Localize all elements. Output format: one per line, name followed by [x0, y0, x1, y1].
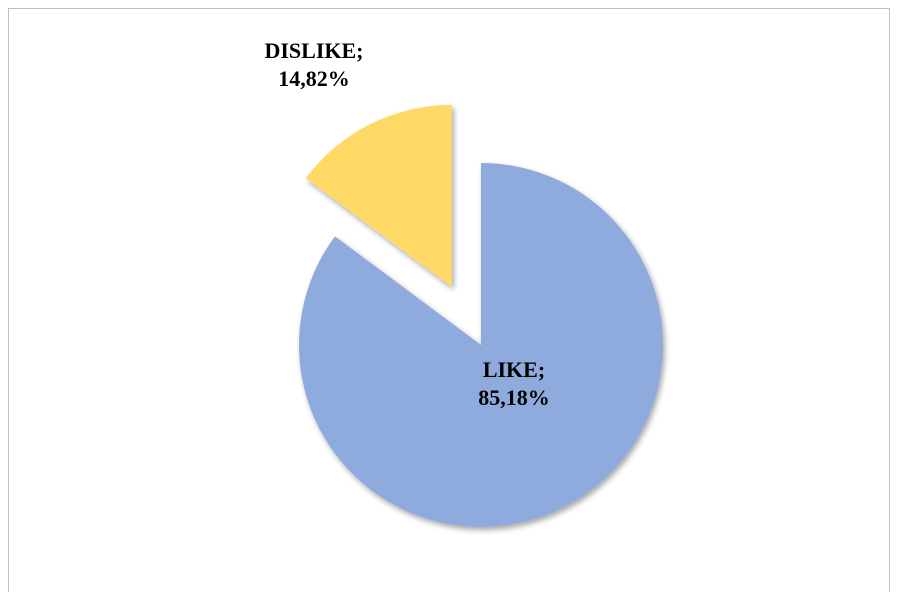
data-label-category: LIKE;	[483, 357, 545, 382]
data-label-dislike: DISLIKE; 14,82%	[264, 38, 363, 91]
data-label-percent: 14,82%	[278, 66, 350, 91]
pie-slice-like	[299, 163, 664, 527]
data-label-category: DISLIKE;	[264, 38, 363, 63]
data-label-like: LIKE; 85,18%	[478, 357, 550, 410]
data-label-percent: 85,18%	[478, 385, 550, 410]
pie-slice-dislike	[305, 104, 452, 287]
